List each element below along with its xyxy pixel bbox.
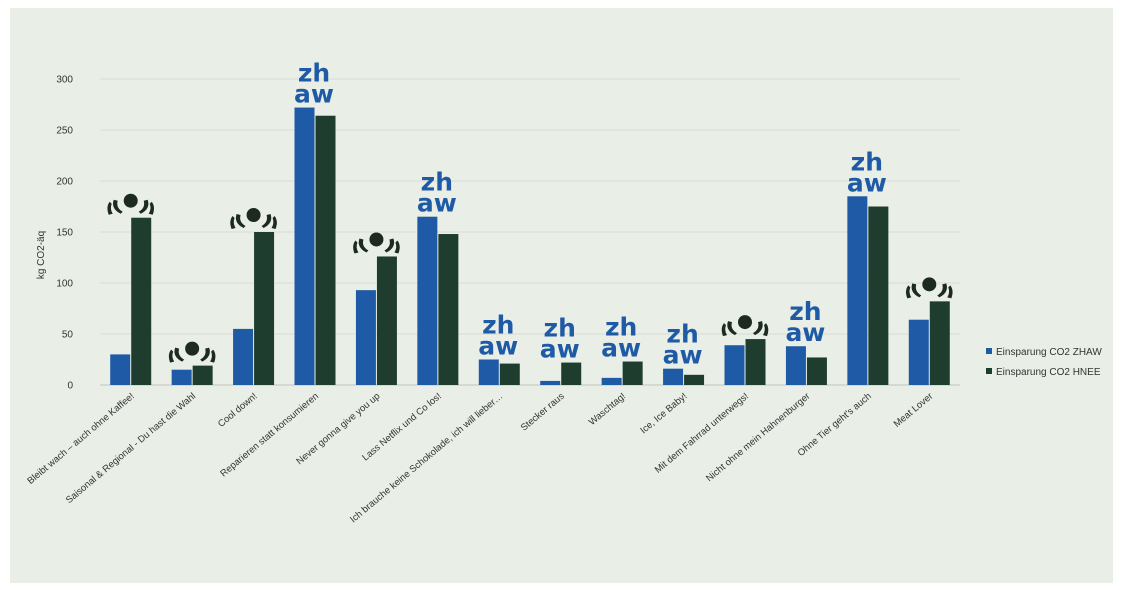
bar-hnee [868,206,889,385]
bar-hnee [561,362,582,385]
bar-zhaw [110,354,131,385]
x-tick-label: Reparieren statt konsumieren [218,391,321,480]
bar-zhaw [417,216,438,385]
svg-text:aw: aw [847,168,887,197]
y-axis-label: kg CO2-äq [36,231,47,279]
chart-card: 0 50 100 150 200 250 300 zh aw zh aw zh aw zh aw zh aw z… [10,8,1113,583]
y-tick-label: 200 [56,177,73,188]
x-tick-label: Cool down! [216,391,259,430]
hnee-logo-icon [107,193,154,215]
svg-text:aw: aw [478,332,518,361]
svg-text:zh: zh [482,311,514,340]
y-tick-label: 100 [56,279,73,290]
bar-zhaw [847,196,868,385]
bar-hnee [499,363,520,385]
svg-text:zh: zh [544,314,576,343]
svg-text:zh: zh [666,320,698,349]
bar-zhaw [663,368,684,385]
x-tick-label: Ice, Ice Baby! [638,391,689,436]
bar-zhaw [294,107,315,385]
svg-text:aw: aw [663,341,703,370]
x-tick-label: Nicht ohne mein Hahnenburger [704,391,812,484]
bar-zhaw [785,346,806,385]
bar-hnee [745,339,766,385]
svg-text:zh: zh [298,59,330,88]
x-tick-label: Saisonal & Regional - Du hast die Wahl [64,391,198,506]
legend-swatch-zhaw [986,348,992,354]
y-tick-label: 150 [56,228,73,239]
y-tick-label: 250 [56,126,73,137]
x-tick-label: Waschtag! [587,391,628,428]
bar-zhaw [601,377,622,385]
hnee-logo-icon [353,232,400,254]
bar-hnee [376,256,397,385]
bar-hnee [131,217,152,385]
svg-text:aw: aw [785,318,825,347]
legend-label-zhaw: Einsparung CO2 ZHAW [996,347,1102,358]
svg-text:aw: aw [540,335,580,364]
bar-zhaw [233,328,254,385]
bar-hnee [192,365,213,385]
bar-hnee [806,357,827,385]
y-tick-label: 50 [62,330,74,341]
x-tick-label: Bleibt wach – auch ohne Kaffee! [25,391,136,487]
svg-text:zh: zh [789,297,821,326]
bar-zhaw [171,369,192,385]
svg-text:aw: aw [294,80,334,109]
legend-label-hnee: Einsparung CO2 HNEE [996,367,1101,378]
bar-hnee [929,301,950,385]
y-tick-label: 0 [67,381,73,392]
bar-hnee [622,361,643,385]
bar-hnee [315,115,336,385]
svg-text:zh: zh [851,147,883,176]
x-tick-label: Stecker raus [519,391,567,434]
svg-text:zh: zh [605,313,637,342]
bar-zhaw [478,359,499,385]
svg-text:aw: aw [417,189,457,218]
legend-swatch-hnee [986,368,992,374]
hnee-logo-icon [230,208,277,229]
hnee-logo-icon [168,341,216,363]
bar-zhaw [540,380,561,385]
hnee-logo-icon [721,315,769,337]
bar-zhaw [908,319,929,385]
bar-hnee [438,234,459,385]
svg-text:aw: aw [601,334,641,363]
svg-text:zh: zh [421,168,453,197]
hnee-logo-icon [906,277,953,299]
bar-zhaw [355,290,376,385]
bar-hnee [684,374,705,385]
x-tick-label: Meat Lover [892,391,935,430]
bar-hnee [254,232,275,385]
y-tick-label: 300 [56,75,73,86]
bar-zhaw [724,345,745,385]
